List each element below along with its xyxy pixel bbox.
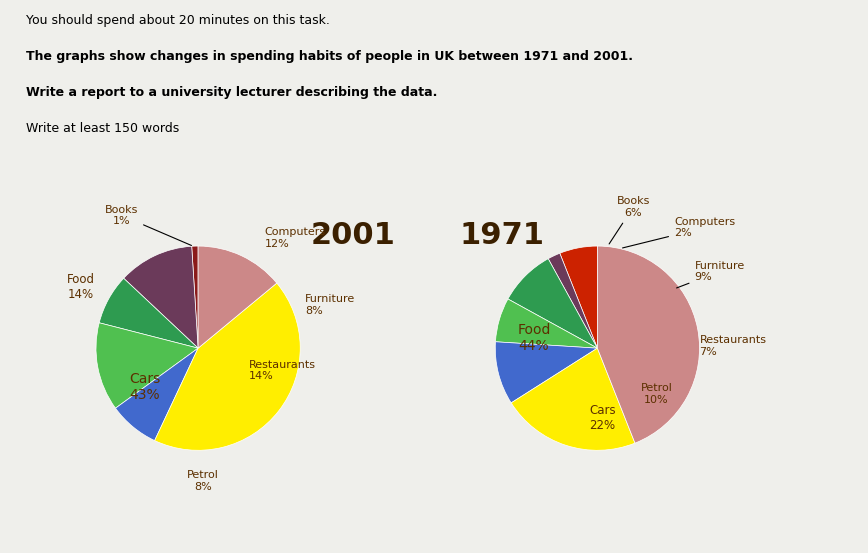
Text: Computers
12%: Computers 12%	[265, 227, 326, 249]
Text: Books
6%: Books 6%	[609, 196, 650, 244]
Text: Computers
2%: Computers 2%	[622, 217, 735, 248]
Wedge shape	[96, 323, 198, 408]
Wedge shape	[155, 283, 300, 450]
Text: Write at least 150 words: Write at least 150 words	[26, 122, 180, 135]
Text: Food
44%: Food 44%	[517, 323, 551, 353]
Wedge shape	[496, 342, 597, 403]
Wedge shape	[99, 278, 198, 348]
Wedge shape	[508, 259, 597, 348]
Wedge shape	[496, 299, 597, 348]
Text: Petrol
10%: Petrol 10%	[641, 383, 673, 405]
Wedge shape	[192, 246, 198, 348]
Text: Cars
43%: Cars 43%	[129, 372, 161, 402]
Wedge shape	[511, 348, 635, 450]
Text: Write a report to a university lecturer describing the data.: Write a report to a university lecturer …	[26, 86, 437, 99]
Text: Restaurants
7%: Restaurants 7%	[700, 335, 766, 357]
Text: Furniture
9%: Furniture 9%	[676, 261, 745, 288]
Wedge shape	[123, 246, 198, 348]
Text: 2001: 2001	[311, 221, 395, 251]
Text: The graphs show changes in spending habits of people in UK between 1971 and 2001: The graphs show changes in spending habi…	[26, 50, 633, 63]
Text: 1971: 1971	[459, 221, 544, 251]
Wedge shape	[560, 246, 597, 348]
Wedge shape	[597, 246, 700, 443]
Text: Furniture
8%: Furniture 8%	[306, 295, 356, 316]
Text: Cars
22%: Cars 22%	[589, 404, 615, 432]
Text: You should spend about 20 minutes on this task.: You should spend about 20 minutes on thi…	[26, 14, 330, 27]
Wedge shape	[198, 246, 277, 348]
Text: Food
14%: Food 14%	[67, 273, 95, 301]
Wedge shape	[115, 348, 198, 441]
Text: Petrol
8%: Petrol 8%	[187, 470, 219, 492]
Wedge shape	[549, 253, 597, 348]
Text: Books
1%: Books 1%	[105, 205, 192, 246]
Text: Restaurants
14%: Restaurants 14%	[249, 360, 316, 382]
